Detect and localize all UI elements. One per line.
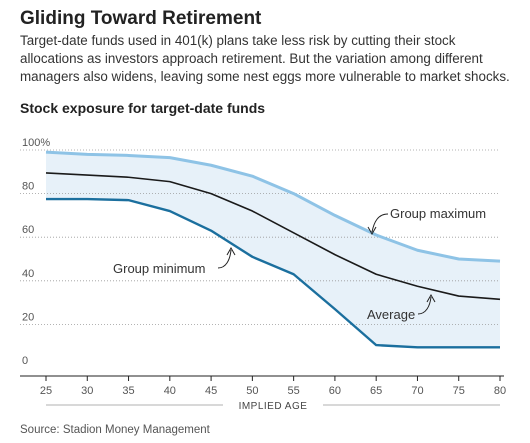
x-tick-label-40: 40 (164, 385, 176, 397)
annotation-leader-minimum (217, 249, 232, 269)
x-axis-title: IMPLIED AGE (239, 401, 308, 412)
x-tick-label-55: 55 (288, 385, 300, 397)
x-tick-label-80: 80 (494, 385, 506, 397)
annotation-arrow-maximum (367, 226, 377, 236)
x-tick-label-60: 60 (329, 385, 341, 397)
range-band (46, 152, 500, 348)
y-tick-label-100: 100% (22, 137, 50, 149)
x-tick-label-75: 75 (453, 385, 465, 397)
x-tick-label-30: 30 (81, 385, 93, 397)
x-tick-label-35: 35 (122, 385, 134, 397)
x-tick-label-65: 65 (370, 385, 382, 397)
x-tick-label-70: 70 (411, 385, 423, 397)
annotation-group-minimum: Group minimum (113, 261, 205, 276)
y-tick-label-60: 60 (22, 224, 34, 236)
source-note: Source: Stadion Money Management (20, 424, 210, 436)
annotation-arrow-minimum (226, 246, 236, 256)
plot-title: Stock exposure for target-date funds (20, 100, 266, 116)
y-tick-label-80: 80 (22, 181, 34, 193)
x-tick-label-25: 25 (40, 385, 52, 397)
annotation-group-maximum: Group maximum (390, 206, 486, 221)
series-line-average (45, 172, 501, 301)
chart-title: Gliding Toward Retirement (20, 8, 262, 29)
y-tick-label-20: 20 (22, 311, 34, 323)
annotation-leader-average (417, 296, 432, 315)
series-line-min (46, 197, 500, 349)
x-tick-label-45: 45 (205, 385, 217, 397)
series-line-max (45, 150, 501, 263)
y-tick-label-40: 40 (22, 268, 34, 280)
annotation-arrow-average (426, 293, 436, 303)
annotation-leader-maximum (371, 213, 389, 233)
x-tick-label-50: 50 (246, 385, 258, 397)
y-tick-label-0: 0 (22, 355, 28, 367)
annotation-average: Average (367, 307, 415, 322)
chart-subtitle: Target-date funds used in 401(k) plans t… (20, 33, 510, 84)
